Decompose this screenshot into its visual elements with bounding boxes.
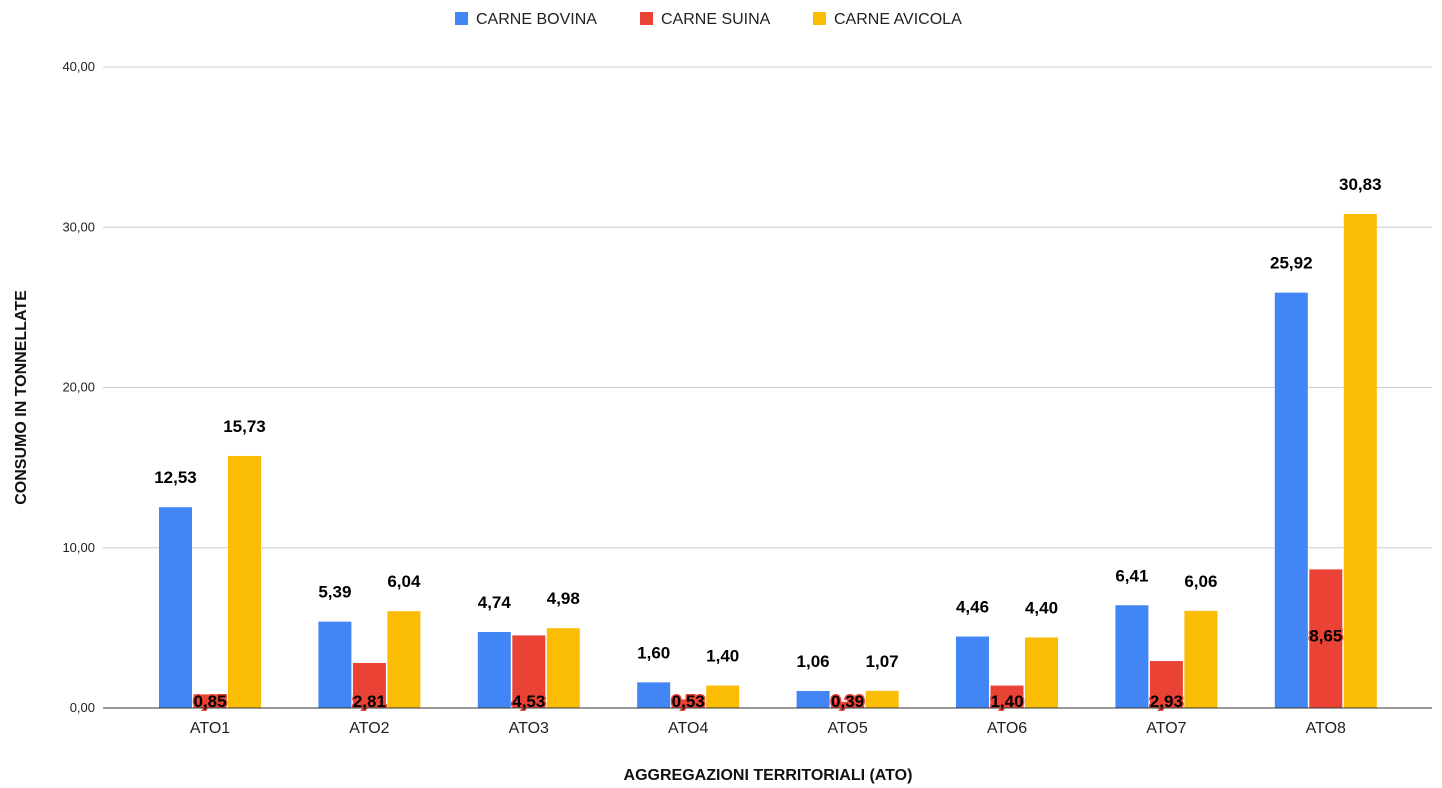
bar xyxy=(1274,292,1308,708)
bar xyxy=(990,685,1024,708)
bar xyxy=(318,621,352,708)
data-label: 25,92 xyxy=(1270,254,1313,273)
x-tick-label: ATO4 xyxy=(668,720,708,737)
legend-label: CARNE SUINA xyxy=(661,11,771,28)
data-label: 1,40 xyxy=(990,692,1023,711)
bar xyxy=(956,636,989,708)
bars xyxy=(159,213,1377,708)
data-label: 5,39 xyxy=(318,583,351,602)
data-label: 0,53 xyxy=(672,692,705,711)
bar xyxy=(546,628,580,708)
bar xyxy=(352,662,386,708)
data-label: 4,46 xyxy=(956,598,989,617)
data-label: 1,06 xyxy=(797,652,830,671)
bar xyxy=(512,635,546,708)
legend-label: CARNE AVICOLA xyxy=(834,11,962,28)
y-axis-ticks: 0,00 10,00 20,00 30,00 40,00 xyxy=(62,59,95,715)
data-label: 1,40 xyxy=(706,647,739,666)
x-tick-label: ATO7 xyxy=(1146,720,1186,737)
legend-swatch xyxy=(813,12,826,25)
bar xyxy=(671,699,705,708)
x-tick-label: ATO5 xyxy=(827,720,867,737)
data-label: 6,04 xyxy=(387,572,421,591)
data-label: 4,74 xyxy=(478,593,512,612)
bar xyxy=(228,455,261,708)
data-label: 2,93 xyxy=(1150,692,1183,711)
bar xyxy=(637,682,671,708)
data-label: 6,06 xyxy=(1184,572,1217,591)
legend-swatch xyxy=(455,12,468,25)
data-labels: 12,53 0,85 15,73 5,39 2,81 6,04 4,74 4,53 4,98 1,… xyxy=(154,175,1382,713)
data-label: 12,53 xyxy=(154,468,197,487)
y-tick-label: 40,00 xyxy=(62,59,95,74)
y-tick-label: 10,00 xyxy=(62,540,95,555)
bar xyxy=(159,507,192,708)
y-axis-title: CONSUMO IN TONNELLATE xyxy=(13,290,30,505)
bar xyxy=(796,691,830,708)
gridlines xyxy=(103,66,1432,549)
bar xyxy=(1184,610,1218,708)
bar xyxy=(831,701,865,708)
bar xyxy=(865,690,899,708)
data-label: 1,07 xyxy=(866,652,899,671)
data-label: 1,60 xyxy=(637,643,670,662)
legend: CARNE BOVINA CARNE SUINA CARNE AVICOLA xyxy=(455,11,962,28)
bar xyxy=(1149,661,1183,708)
data-label: 6,41 xyxy=(1115,566,1148,585)
data-label: 30,83 xyxy=(1339,175,1382,194)
bar xyxy=(193,694,227,708)
y-tick-label: 0,00 xyxy=(70,700,95,715)
data-label: 15,73 xyxy=(223,417,266,436)
bar xyxy=(387,611,421,708)
bar xyxy=(1309,569,1343,708)
bar xyxy=(1115,605,1149,708)
x-axis-ticks: ATO1 ATO2 ATO3 ATO4 ATO5 ATO6 ATO7 ATO8 xyxy=(190,720,1346,737)
data-label: 4,53 xyxy=(512,692,545,711)
data-label: 0,85 xyxy=(193,692,226,711)
x-tick-label: ATO3 xyxy=(509,720,549,737)
bar xyxy=(1025,637,1058,708)
legend-swatch xyxy=(640,12,653,25)
x-tick-label: ATO1 xyxy=(190,720,230,737)
x-axis-title: AGGREGAZIONI TERRITORIALI (ATO) xyxy=(624,767,913,784)
data-label: 0,39 xyxy=(831,692,864,711)
y-tick-label: 30,00 xyxy=(62,219,95,234)
data-label: 2,81 xyxy=(353,692,386,711)
bar xyxy=(1343,213,1377,708)
x-tick-label: ATO6 xyxy=(987,720,1027,737)
bar xyxy=(477,632,511,708)
data-label: 8,65 xyxy=(1309,626,1342,645)
bar xyxy=(706,685,740,708)
data-label: 4,98 xyxy=(547,589,580,608)
y-tick-label: 20,00 xyxy=(62,380,95,395)
legend-label: CARNE BOVINA xyxy=(476,11,597,28)
x-tick-label: ATO2 xyxy=(349,720,389,737)
x-tick-label: ATO8 xyxy=(1306,720,1346,737)
data-label: 4,40 xyxy=(1025,598,1058,617)
